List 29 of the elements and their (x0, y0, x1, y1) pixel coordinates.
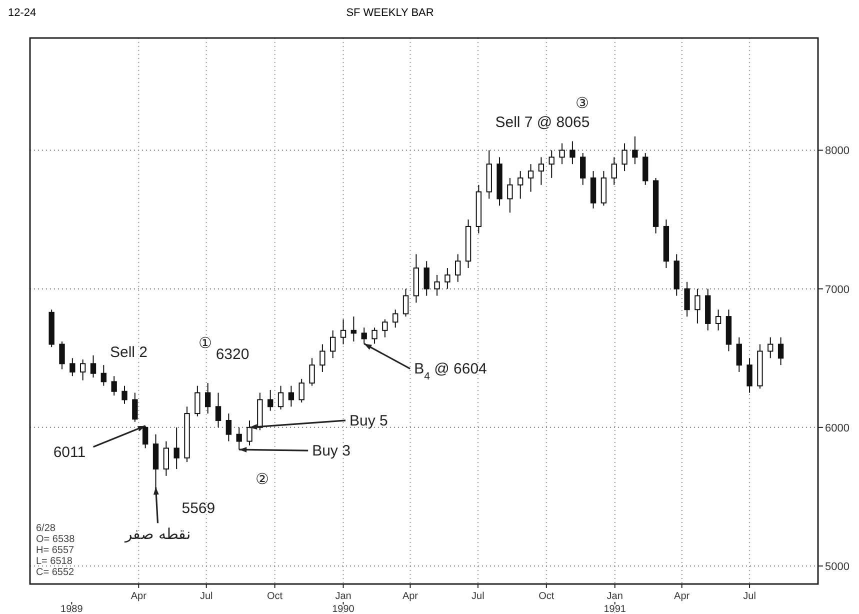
annotation: Sell 7 @ 8065 (495, 114, 590, 132)
annotation: ① (198, 335, 212, 352)
x-tick-label: Oct (267, 591, 283, 602)
subtitle: 12-24 (8, 7, 36, 19)
y-tick-label: 7000 (825, 284, 850, 296)
x-tick-label: Jul (472, 591, 484, 602)
x-tick-label: Jul (743, 591, 756, 602)
x-tick-label: Apr (130, 591, 148, 602)
annotation: 6320 (216, 346, 250, 364)
title: SF WEEKLY BAR (346, 7, 434, 19)
y-tick-label: 5000 (825, 560, 850, 573)
annotation: 5569 (182, 500, 216, 518)
x-tick-label: Oct (538, 591, 554, 602)
annotation: ③ (576, 95, 588, 112)
annotation: Sell 2 (110, 344, 148, 361)
x-tick-label: Apr (402, 591, 419, 602)
annotation: Buy 5 (350, 412, 388, 430)
y-tick-label: 6000 (825, 422, 850, 434)
x-tick-label: Jan (606, 591, 623, 602)
x-tick-label: Jan (335, 591, 352, 602)
annotation: نقطه صفر (125, 526, 190, 544)
x-tick-label: Jul (200, 591, 213, 602)
y-tick-label: 8000 (825, 145, 850, 158)
annotation: 6011 (53, 444, 86, 461)
annotation: 6/28 O= 6538 H= 6557 L= 6518 C= 6552 (36, 523, 75, 578)
annotation: ② (256, 471, 268, 488)
annotation: Buy 3 (312, 442, 350, 460)
annotation: B$_{4}$ @ 6604 (414, 360, 487, 383)
x-tick-label: Apr (674, 591, 690, 602)
